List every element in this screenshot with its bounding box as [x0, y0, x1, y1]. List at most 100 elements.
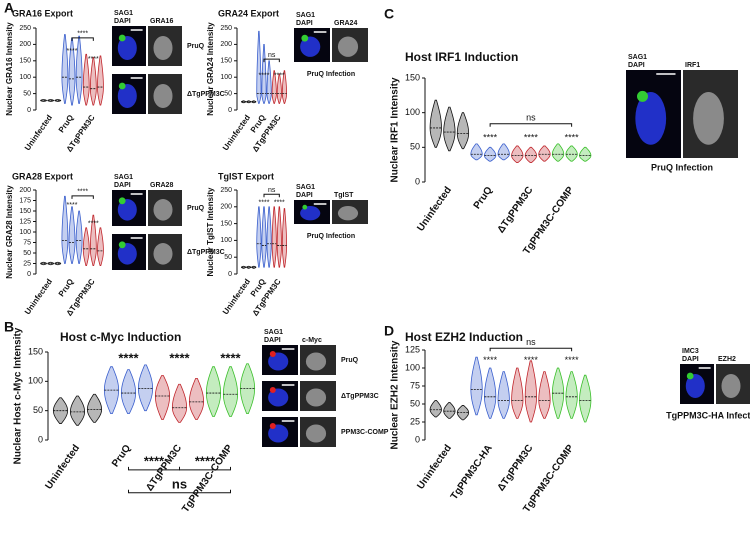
y-tick-label: 75	[410, 380, 420, 390]
y-tick-label: 250	[220, 25, 232, 32]
stain-label: SAG1	[296, 184, 315, 191]
condition-label: PruQ	[187, 43, 205, 50]
y-tick-label: 25	[23, 260, 31, 267]
chart-title: GRA28 Export	[12, 171, 73, 181]
violin	[256, 206, 262, 268]
violin	[456, 405, 470, 421]
nucleus-signal	[337, 36, 359, 57]
condition-label: ΔTgPPM3C	[341, 393, 379, 400]
y-tick-label: 0	[228, 107, 232, 114]
violin	[120, 369, 137, 415]
violin	[205, 366, 222, 417]
significance-label: ****	[259, 72, 270, 79]
image-caption: PruQ Infection	[307, 71, 355, 78]
significance-label: ****	[524, 355, 539, 365]
x-tick-label: Uninfected	[221, 113, 252, 152]
violin	[40, 261, 47, 266]
significance-label: ****	[88, 56, 99, 63]
y-tick-label: 50	[23, 250, 31, 257]
violin	[524, 146, 537, 163]
y-tick-label: 0	[415, 434, 420, 444]
stain-label: SAG1	[114, 174, 133, 181]
y-tick-label: 50	[224, 90, 232, 97]
x-tick-label: ΔTgPPM3C	[496, 443, 536, 493]
parasite	[302, 204, 308, 210]
significance-label: ****	[195, 454, 216, 469]
x-tick-label: PruQ	[57, 277, 76, 298]
significance-label: ****	[67, 48, 78, 55]
violin	[429, 99, 442, 148]
parasite	[269, 351, 276, 357]
significance-label: ****	[144, 454, 165, 469]
chart-title: Host EZH2 Induction	[405, 330, 523, 344]
y-tick-label: 50	[23, 90, 31, 97]
panel-letter: C	[384, 6, 394, 22]
x-tick-label: PruQ	[110, 443, 133, 470]
y-tick-label: 150	[220, 220, 232, 227]
parasite	[118, 241, 126, 249]
nucleus-signal	[305, 388, 327, 407]
significance-bracket	[71, 37, 94, 41]
significance-label: ****	[483, 355, 498, 365]
x-tick-label: TgPPM3C-HA	[449, 443, 495, 502]
nucleus-signal	[693, 92, 724, 145]
y-tick-label: 0	[27, 271, 31, 278]
violin	[86, 393, 103, 423]
chart-title: GRA24 Export	[218, 8, 279, 18]
chart-title: Host IRF1 Induction	[405, 50, 518, 64]
y-tick-label: 100	[220, 74, 232, 81]
y-tick-label: 175	[19, 197, 31, 204]
stain-label: SAG1	[264, 329, 283, 336]
significance-label: ****	[67, 202, 78, 209]
y-tick-label: 25	[410, 416, 420, 426]
significance-label: ****	[220, 350, 241, 365]
nucleus	[685, 374, 705, 398]
panel-letter: A	[4, 0, 14, 16]
image-caption: PruQ Infection	[307, 233, 355, 240]
significance-label: ****	[274, 72, 285, 79]
violin	[47, 261, 55, 266]
y-axis-label: Nuclear GRA16 Intensity	[5, 22, 14, 116]
y-axis-label: Nuclear TgIST Intensity	[206, 187, 215, 276]
stain-label: DAPI	[114, 18, 131, 25]
violin	[497, 143, 510, 161]
nucleus	[268, 424, 289, 443]
chart-title: Host c-Myc Induction	[60, 330, 181, 344]
stain-label: DAPI	[628, 62, 645, 69]
violin	[89, 214, 97, 267]
x-tick-label: Uninfected	[23, 277, 54, 316]
violin	[538, 145, 551, 162]
violin	[75, 35, 83, 104]
significance-label: ****	[88, 220, 99, 227]
violin	[222, 366, 239, 417]
y-axis-label: Nuclear GRA24 Intensity	[206, 22, 215, 116]
y-tick-label: 100	[220, 237, 232, 244]
y-tick-label: 200	[220, 41, 232, 48]
nucleus	[117, 84, 137, 108]
x-tick-label: Uninfected	[415, 443, 454, 492]
y-tick-label: 75	[23, 239, 31, 246]
y-tick-label: 200	[19, 187, 31, 194]
y-axis-label: Nuclear IRF1 Intensity	[390, 77, 401, 182]
x-tick-label: Uninfected	[23, 113, 54, 152]
parasite	[301, 34, 309, 42]
stain-label: EZH2	[718, 356, 736, 363]
image-caption: TgPPM3C-HA Infection	[666, 410, 750, 420]
violin	[68, 206, 76, 264]
x-tick-label: Uninfected	[43, 443, 82, 492]
significance-label: ns	[526, 337, 536, 347]
y-tick-label: 0	[38, 434, 43, 444]
violin	[443, 106, 456, 152]
parasite	[269, 423, 276, 429]
chart-title: GRA16 Export	[12, 8, 73, 18]
significance-label: ****	[118, 350, 139, 365]
significance-label: ****	[169, 350, 190, 365]
violin	[61, 195, 69, 264]
significance-label: ****	[565, 133, 580, 143]
condition-label: ΔTgPPM3C	[187, 91, 225, 98]
significance-bracket	[179, 466, 231, 471]
stain-label: SAG1	[628, 54, 647, 61]
stain-label: DAPI	[114, 182, 131, 189]
parasite	[686, 372, 694, 380]
significance-label: ****	[483, 133, 498, 143]
